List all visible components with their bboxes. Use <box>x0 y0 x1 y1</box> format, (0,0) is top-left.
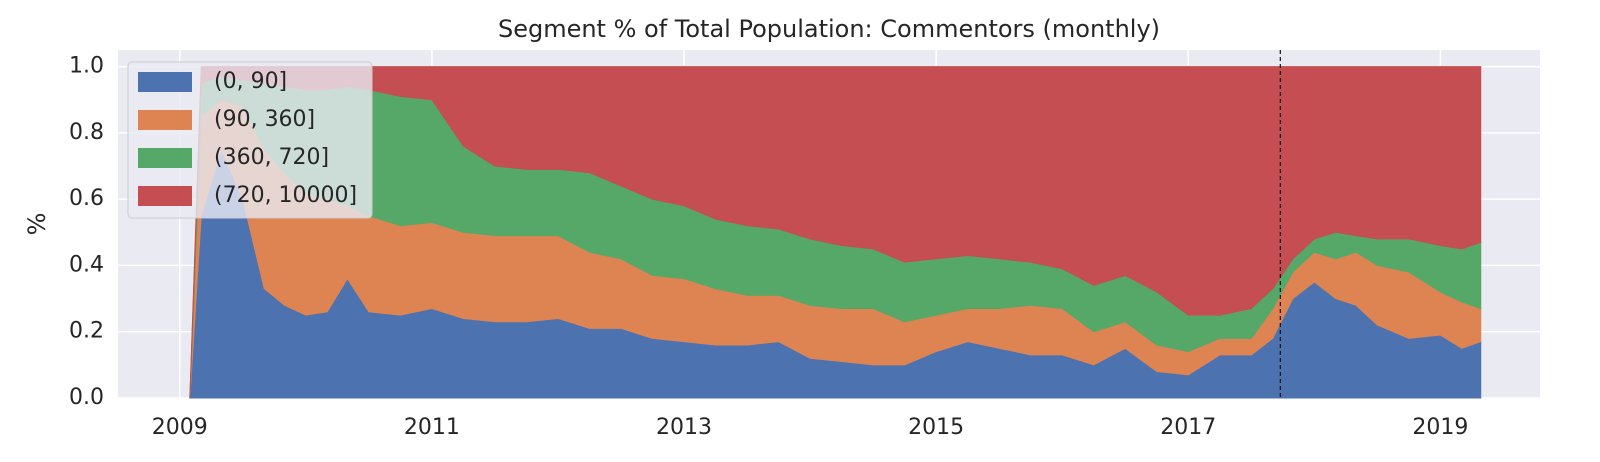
legend-label: (0, 90] <box>214 69 287 94</box>
y-tick-label: 1.0 <box>69 54 104 79</box>
legend-label: (90, 360] <box>214 107 315 132</box>
legend-label: (360, 720] <box>214 145 329 170</box>
x-tick-label: 2017 <box>1160 415 1216 440</box>
legend: (0, 90] (90, 360] (360, 720] (720, 10000] <box>127 61 373 219</box>
legend-label: (720, 10000] <box>214 183 357 208</box>
areas <box>189 66 1482 399</box>
area <box>189 66 1482 399</box>
y-tick-label: 0.8 <box>69 120 104 145</box>
y-tick-label: 0.4 <box>69 252 104 277</box>
legend-box <box>127 61 373 219</box>
x-tick-label: 2015 <box>908 415 964 440</box>
y-tick-label: 0.0 <box>69 385 104 410</box>
x-tick-label: 2013 <box>656 415 712 440</box>
y-axis-label: % <box>23 213 51 236</box>
y-tick-label: 0.2 <box>69 319 104 344</box>
y-tick-label: 0.6 <box>69 186 104 211</box>
x-tick-label: 2011 <box>404 415 460 440</box>
legend-swatch <box>138 186 192 206</box>
legend-swatch <box>138 72 192 92</box>
x-tick-label: 2009 <box>152 415 208 440</box>
legend-swatch <box>138 148 192 168</box>
x-tick-label: 2019 <box>1412 415 1468 440</box>
chart-title: Segment % of Total Population: Commentor… <box>498 15 1160 43</box>
legend-swatch <box>138 110 192 130</box>
